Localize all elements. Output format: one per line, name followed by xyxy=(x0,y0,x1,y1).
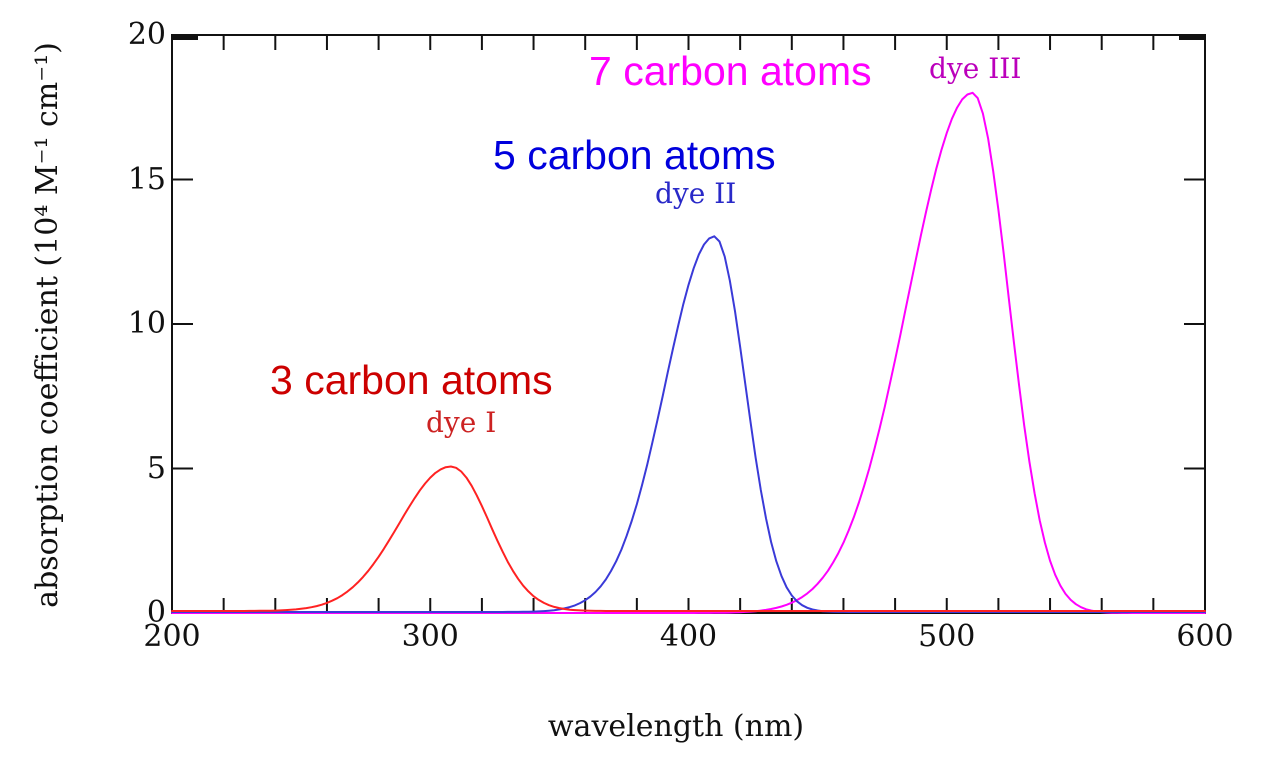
y-tick-label-10: 10 xyxy=(127,306,166,341)
x-tick-label-600: 600 xyxy=(1176,619,1234,654)
dye-I-label: dye I xyxy=(426,406,497,439)
dye-I-curve xyxy=(171,465,1206,612)
y-tick-label-5: 5 xyxy=(146,450,166,486)
y-tick-label-20: 20 xyxy=(127,17,166,52)
annotation-3-carbon-atoms: 3 carbon atoms xyxy=(270,357,553,403)
y-max-tick-right xyxy=(1179,34,1205,40)
x-axis-title: wavelength (nm) xyxy=(547,709,805,744)
annotation-7-carbon-atoms: 7 carbon atoms xyxy=(589,48,872,94)
dye-II-curve xyxy=(171,235,1206,613)
plot-frame xyxy=(171,34,1206,614)
annotation-5-carbon-atoms: 5 carbon atoms xyxy=(493,132,776,178)
y-tick-label-15: 15 xyxy=(127,161,166,197)
x-tick-label-500: 500 xyxy=(918,619,976,654)
dye-III-label: dye III xyxy=(929,52,1022,85)
y-tick-label-0: 0 xyxy=(146,595,166,630)
y-axis-title: absorption coefficient (10⁴ M⁻¹ cm⁻¹) xyxy=(30,42,65,608)
x-tick-label-300: 300 xyxy=(401,619,459,654)
x-tick-label-200: 200 xyxy=(143,619,201,654)
y-max-tick-left xyxy=(172,34,198,40)
x-tick-label-400: 400 xyxy=(659,619,718,654)
dye-II-label: dye II xyxy=(655,177,737,210)
